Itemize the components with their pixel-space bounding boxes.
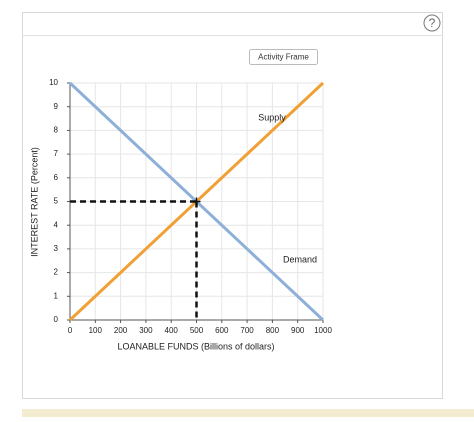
y-tick-label: 5 [54,197,59,206]
x-tick-label: 200 [114,326,128,335]
help-icon[interactable]: ? [429,16,436,30]
y-tick-label: 10 [49,78,58,87]
y-tick-label: 9 [54,102,59,111]
equilibrium-point [192,197,201,206]
x-tick-label: 900 [291,326,305,335]
x-tick-label: 1000 [314,326,332,335]
x-tick-label: 500 [190,326,204,335]
help-button[interactable] [423,14,441,32]
y-tick-label: 0 [54,315,59,324]
frame [22,12,443,399]
x-tick-label: 600 [215,326,229,335]
series-label: Demand [283,254,317,264]
x-tick-label: 700 [240,326,254,335]
y-tick-label: 4 [54,220,59,229]
x-axis-label: LOANABLE FUNDS (Billions of dollars) [117,341,274,351]
x-tick-label: 800 [266,326,280,335]
footer-bar [22,409,474,417]
x-tick-label: 0 [68,326,73,335]
y-tick-label: 2 [54,268,59,277]
y-axis-label: INTEREST RATE (Percent) [29,147,39,257]
y-tick-label: 6 [54,173,59,182]
y-tick-label: 3 [54,244,59,253]
y-tick-label: 8 [54,126,59,135]
y-tick-label: 1 [54,291,59,300]
activity-frame-button[interactable] [249,49,318,65]
button-label[interactable]: Activity Frame [258,53,309,62]
x-tick-label: 400 [165,326,179,335]
x-tick-label: 300 [139,326,153,335]
y-tick-label: 7 [54,149,59,158]
series-label: Supply [258,112,286,122]
x-tick-label: 100 [89,326,103,335]
